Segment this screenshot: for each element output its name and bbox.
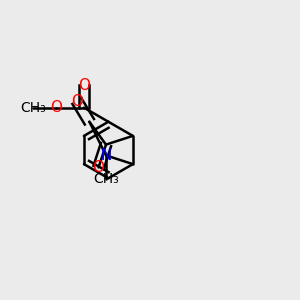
Text: CH₃: CH₃: [20, 100, 46, 115]
Text: O: O: [93, 160, 105, 175]
Text: N: N: [100, 148, 112, 163]
Text: O: O: [78, 78, 90, 93]
Text: CH₃: CH₃: [93, 172, 119, 186]
Text: O: O: [50, 100, 62, 115]
Text: O: O: [71, 94, 83, 109]
